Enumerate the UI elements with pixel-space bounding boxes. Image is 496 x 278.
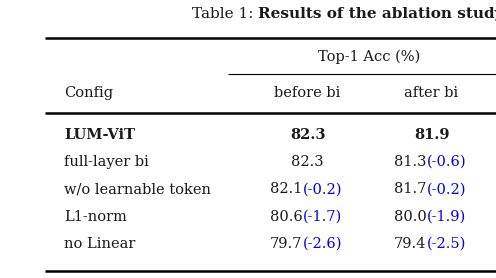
Text: before bi: before bi bbox=[274, 86, 341, 100]
Text: LUM-ViT: LUM-ViT bbox=[64, 128, 135, 142]
Text: 80.6: 80.6 bbox=[270, 210, 303, 224]
Text: 81.7: 81.7 bbox=[394, 182, 427, 196]
Text: after bi: after bi bbox=[404, 86, 459, 100]
Text: (-0.2): (-0.2) bbox=[303, 182, 342, 196]
Text: w/o learnable token: w/o learnable token bbox=[64, 182, 211, 196]
Text: (-1.9): (-1.9) bbox=[427, 210, 466, 224]
Text: full-layer bi: full-layer bi bbox=[64, 155, 149, 169]
Text: Table 1:: Table 1: bbox=[191, 7, 258, 21]
Text: 82.1: 82.1 bbox=[270, 182, 303, 196]
Text: (-0.2): (-0.2) bbox=[427, 182, 466, 196]
Text: 82.3: 82.3 bbox=[291, 155, 324, 169]
Text: L1-norm: L1-norm bbox=[64, 210, 127, 224]
Text: 79.4: 79.4 bbox=[394, 237, 427, 251]
Text: (-1.7): (-1.7) bbox=[303, 210, 342, 224]
Text: Results of the ablation study.: Results of the ablation study. bbox=[258, 7, 496, 21]
Text: 80.0: 80.0 bbox=[394, 210, 427, 224]
Text: 81.9: 81.9 bbox=[414, 128, 449, 142]
Text: (-2.5): (-2.5) bbox=[427, 237, 466, 251]
Text: 81.3: 81.3 bbox=[394, 155, 427, 169]
Text: (-0.6): (-0.6) bbox=[427, 155, 466, 169]
Text: 79.7: 79.7 bbox=[270, 237, 303, 251]
Text: 82.3: 82.3 bbox=[290, 128, 325, 142]
Text: no Linear: no Linear bbox=[64, 237, 136, 251]
Text: Config: Config bbox=[64, 86, 114, 100]
Text: (-2.6): (-2.6) bbox=[303, 237, 342, 251]
Text: Top-1 Acc (%): Top-1 Acc (%) bbox=[318, 50, 421, 64]
